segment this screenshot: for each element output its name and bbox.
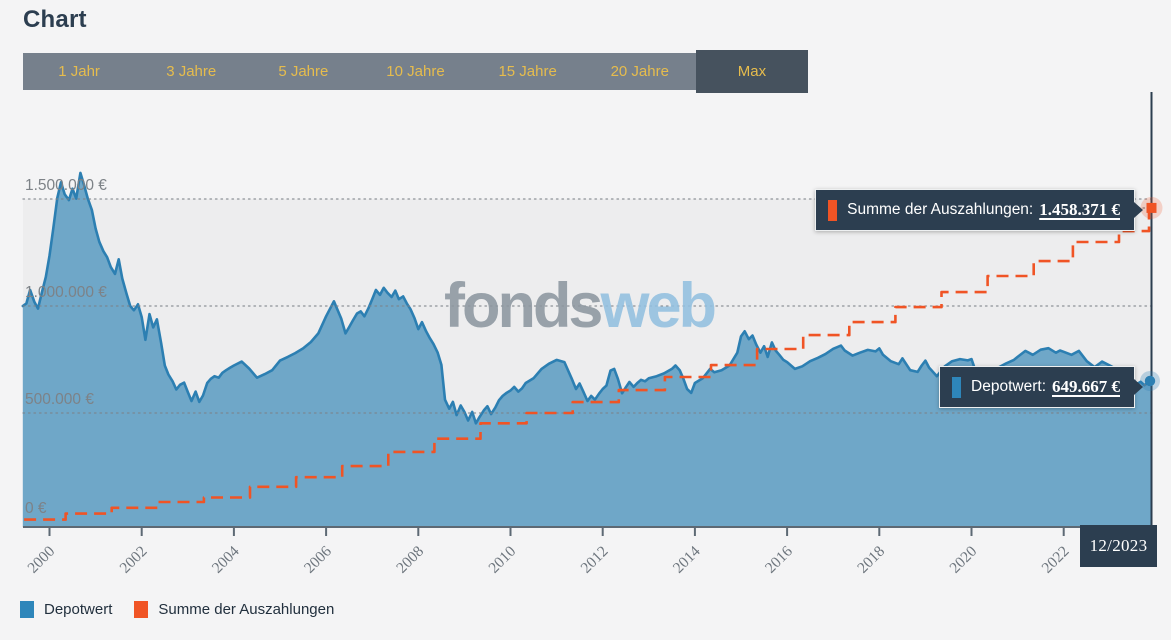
tab-3-jahre[interactable]: 3 Jahre [166, 63, 217, 80]
watermark-fonds: fonds [444, 271, 601, 341]
legend-item-depotwert: Depotwert [20, 601, 112, 618]
y-tick-label: 1.000.000 € [25, 284, 107, 301]
x-tick-label: 2012 [578, 543, 612, 577]
payout-tooltip-value: 1.458.371 € [1039, 200, 1120, 219]
x-tick-label: 2004 [209, 543, 243, 577]
date-badge: 12/2023 [1080, 525, 1157, 567]
chart-legend: Depotwert Summe der Auszahlungen [20, 601, 334, 618]
legend-item-summe-der-auszahlungen: Summe der Auszahlungen [134, 601, 334, 618]
x-tick-label: 2000 [24, 543, 58, 577]
depotwert-line [21, 171, 1154, 425]
depot-tooltip-label: Depotwert: [971, 378, 1046, 395]
depot-tooltip: Depotwert: 649.667 € [939, 366, 1143, 408]
period-tabbar: 1 Jahr 3 Jahre 5 Jahre 10 Jahre 15 Jahre 20 J… [23, 50, 808, 93]
payout-end-marker-icon [1146, 202, 1157, 213]
payout-tooltip-label: Summe der Auszahlungen: [847, 201, 1034, 218]
x-tick-label: 2016 [762, 543, 796, 577]
x-tick-label: 2010 [485, 543, 519, 577]
watermark-web: web [599, 271, 714, 341]
payout-tooltip: Summe der Auszahlungen: 1.458.371 € [815, 189, 1143, 231]
x-tick-label: 2018 [854, 543, 888, 577]
x-tick-label: 2022 [1039, 543, 1073, 577]
fondsweb-watermark: fondsweb [444, 271, 715, 341]
tab-15-jahre[interactable]: 15 Jahre [498, 63, 557, 80]
legend-label: Summe der Auszahlungen [158, 601, 335, 618]
legend-label: Depotwert [44, 601, 113, 618]
tab-max[interactable]: Max [695, 50, 808, 93]
x-tick-label: 2002 [117, 543, 151, 577]
tab-1-jahr[interactable]: 1 Jahr [58, 63, 100, 80]
x-tick-label: 2020 [946, 543, 980, 577]
y-tick-label: 500.000 € [25, 391, 94, 408]
y-tick-label: 1.500.000 € [25, 177, 107, 194]
x-tick-label: 2014 [670, 543, 704, 577]
y-tick-label: 0 € [25, 500, 47, 517]
legend-swatch-icon [134, 601, 149, 618]
x-tick-label: 2008 [393, 543, 427, 577]
payout-swatch-icon [828, 199, 838, 221]
legend-swatch-icon [20, 601, 34, 618]
page-title: Chart [23, 6, 87, 33]
tooltip-arrow-icon [1134, 202, 1143, 218]
depot-tooltip-value: 649.667 € [1052, 377, 1120, 396]
tooltip-arrow-icon [1134, 379, 1143, 395]
depot-end-marker-icon [1144, 375, 1156, 387]
depotwert-area [22, 172, 1153, 527]
tab-10-jahre[interactable]: 10 Jahre [386, 63, 445, 80]
tab-5-jahre[interactable]: 5 Jahre [278, 63, 329, 80]
x-tick-label: 2006 [301, 543, 335, 577]
tab-20-jahre[interactable]: 20 Jahre [610, 63, 669, 80]
depot-swatch-icon [952, 376, 962, 398]
